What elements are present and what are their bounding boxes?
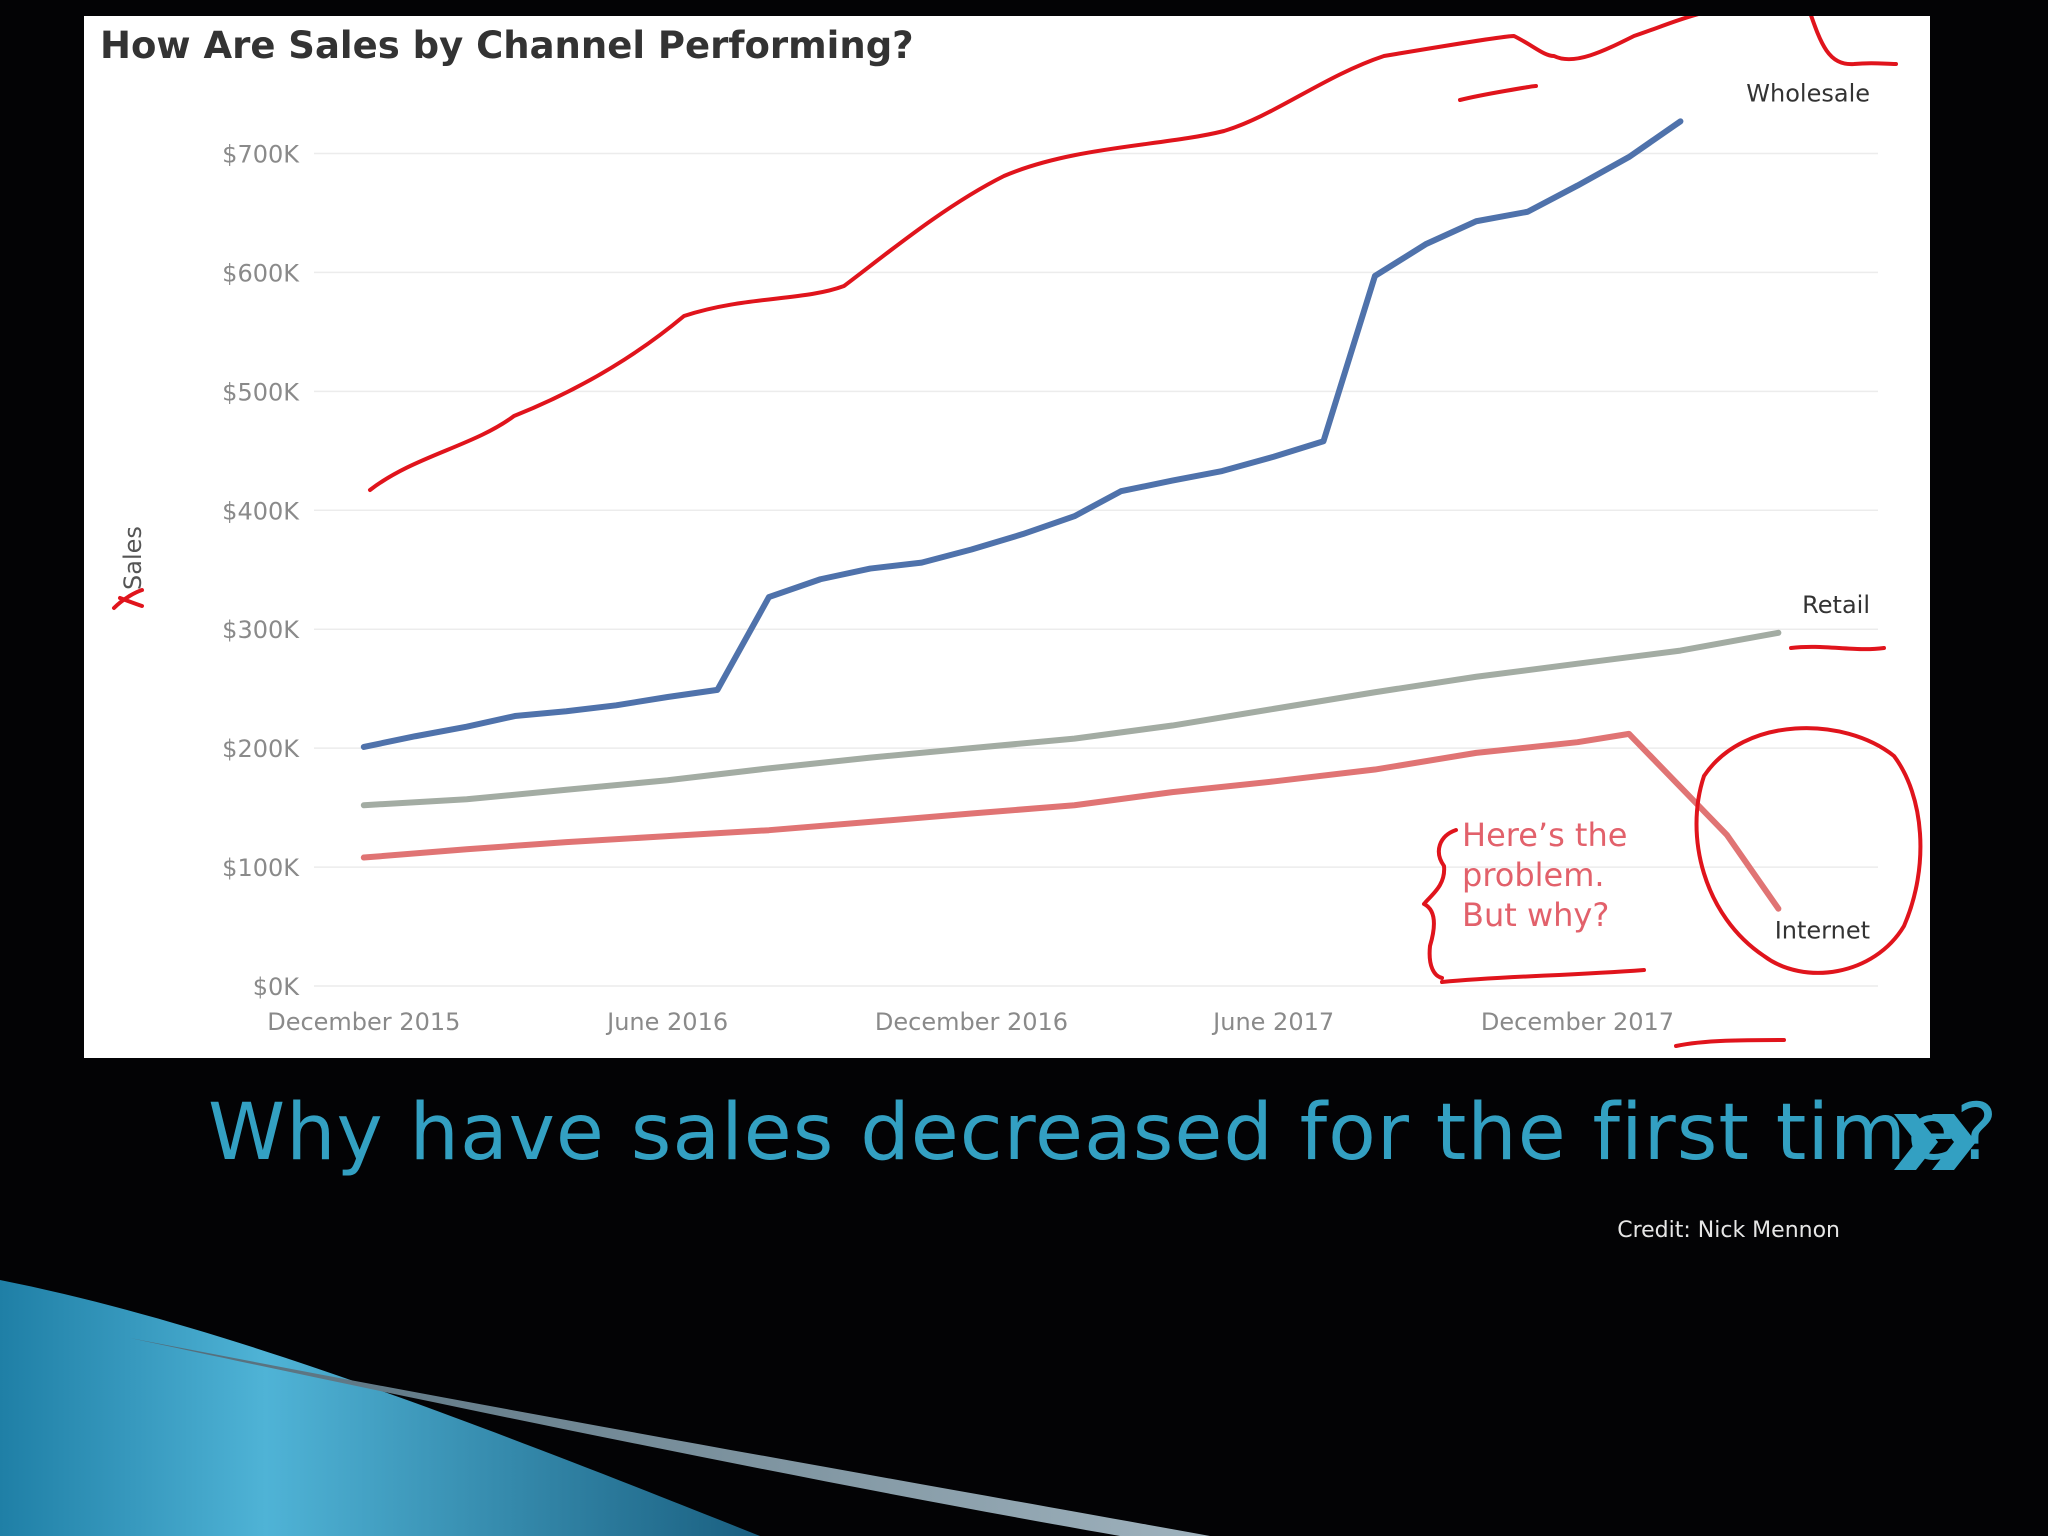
y-tick-label: $0K xyxy=(253,973,301,1001)
data-point-wholesale xyxy=(1271,454,1277,460)
data-point-wholesale xyxy=(1071,513,1077,519)
data-point-internet xyxy=(464,846,470,852)
data-point-retail xyxy=(1169,723,1175,729)
data-point-wholesale xyxy=(867,566,873,572)
y-tick-label: $300K xyxy=(222,616,300,644)
annotation-note-line: But why? xyxy=(1462,896,1609,934)
data-point-retail xyxy=(361,802,367,808)
data-point-internet xyxy=(361,855,367,861)
data-point-wholesale xyxy=(1169,478,1175,484)
y-tick-label: $500K xyxy=(222,378,300,406)
data-point-wholesale xyxy=(361,744,367,750)
data-point-retail xyxy=(665,777,671,783)
annotation-note-line: problem. xyxy=(1462,856,1605,894)
data-point-internet xyxy=(867,819,873,825)
data-point-wholesale xyxy=(464,724,470,730)
data-point-internet xyxy=(1473,750,1479,756)
credit-text: Credit: Nick Mennon xyxy=(1617,1218,1840,1243)
series-label-wholesale: Wholesale xyxy=(1746,79,1870,107)
sales-by-channel-chart: How Are Sales by Channel Performing? $0K $… xyxy=(100,16,1923,1048)
series-line-internet xyxy=(360,730,1782,912)
data-point-internet xyxy=(1372,767,1378,773)
ink-annotation-stroke xyxy=(1789,644,1886,652)
data-point-wholesale xyxy=(412,733,418,739)
data-point-internet xyxy=(766,827,772,833)
y-tick-label: $700K xyxy=(222,140,300,168)
ink-annotation-stroke xyxy=(368,16,1699,492)
data-point-internet xyxy=(1071,802,1077,808)
data-point-internet xyxy=(968,811,974,817)
data-point-wholesale xyxy=(1423,241,1429,247)
slide-heading: Why have sales decreased for the first t… xyxy=(208,1088,1999,1178)
ink-annotation-stroke xyxy=(1422,828,1458,980)
x-tick-label: December 2015 xyxy=(267,1008,460,1036)
data-point-retail xyxy=(1271,706,1277,712)
data-point-retail xyxy=(1071,736,1077,742)
x-tick-label: December 2017 xyxy=(1481,1008,1674,1036)
data-point-internet xyxy=(1169,789,1175,795)
data-point-internet xyxy=(563,839,569,845)
data-point-retail xyxy=(968,745,974,751)
data-point-wholesale xyxy=(968,547,974,553)
data-point-wholesale xyxy=(766,594,772,600)
data-point-retail xyxy=(867,755,873,761)
data-point-wholesale xyxy=(1020,531,1026,537)
data-point-wholesale xyxy=(1219,468,1225,474)
data-point-wholesale xyxy=(1525,209,1531,215)
ink-annotation-stroke xyxy=(1674,1038,1786,1048)
x-tick-label: June 2017 xyxy=(1211,1008,1334,1036)
data-point-retail xyxy=(1574,661,1580,667)
ink-annotation-stroke xyxy=(1809,16,1898,67)
y-tick-label: $200K xyxy=(222,735,300,763)
data-point-wholesale xyxy=(665,694,671,700)
data-point-internet xyxy=(1626,731,1632,737)
data-point-retail xyxy=(1372,689,1378,695)
ink-annotation-stroke xyxy=(1440,968,1646,984)
data-point-retail xyxy=(464,796,470,802)
data-point-wholesale xyxy=(1372,273,1378,279)
y-tick-label: $400K xyxy=(222,497,300,525)
series-line-retail xyxy=(360,629,1782,809)
data-point-internet xyxy=(1574,739,1580,745)
data-point-internet xyxy=(1775,906,1781,912)
data-point-internet xyxy=(1271,778,1277,784)
data-point-wholesale xyxy=(563,708,569,714)
corner-swoosh-decoration xyxy=(0,1280,1210,1536)
data-point-wholesale xyxy=(1626,154,1632,160)
data-point-wholesale xyxy=(919,560,925,566)
data-point-retail xyxy=(563,787,569,793)
ink-annotation-stroke xyxy=(1694,726,1923,975)
chart-title: How Are Sales by Channel Performing? xyxy=(100,24,914,67)
series-label-retail: Retail xyxy=(1802,591,1870,619)
data-point-internet xyxy=(665,833,671,839)
data-point-wholesale xyxy=(1574,183,1580,189)
y-tick-label: $600K xyxy=(222,259,300,287)
series-label-internet: Internet xyxy=(1775,917,1870,945)
data-point-wholesale xyxy=(1320,438,1326,444)
annotation-note-line: Here’s the xyxy=(1462,816,1627,854)
data-point-wholesale xyxy=(714,687,720,693)
data-point-wholesale xyxy=(613,702,619,708)
data-point-internet xyxy=(1724,832,1730,838)
data-point-retail xyxy=(766,765,772,771)
data-point-wholesale xyxy=(1677,118,1683,124)
data-point-wholesale xyxy=(817,576,823,582)
x-tick-label: June 2016 xyxy=(605,1008,728,1036)
y-axis-label: Sales xyxy=(119,526,147,590)
data-point-wholesale xyxy=(512,713,518,719)
x-tick-label: December 2016 xyxy=(875,1008,1068,1036)
series-line-wholesale xyxy=(360,118,1684,750)
data-point-wholesale xyxy=(1473,218,1479,224)
ink-annotation-stroke xyxy=(1458,84,1538,102)
data-point-retail xyxy=(1775,630,1781,636)
data-point-wholesale xyxy=(1118,488,1124,494)
y-tick-label: $100K xyxy=(222,854,300,882)
data-point-retail xyxy=(1677,648,1683,654)
double-chevron-right-icon[interactable] xyxy=(1894,1114,1978,1170)
chart-panel: How Are Sales by Channel Performing? $0K $… xyxy=(84,16,1930,1058)
data-point-retail xyxy=(1473,674,1479,680)
ink-annotation-stroke xyxy=(112,588,144,610)
